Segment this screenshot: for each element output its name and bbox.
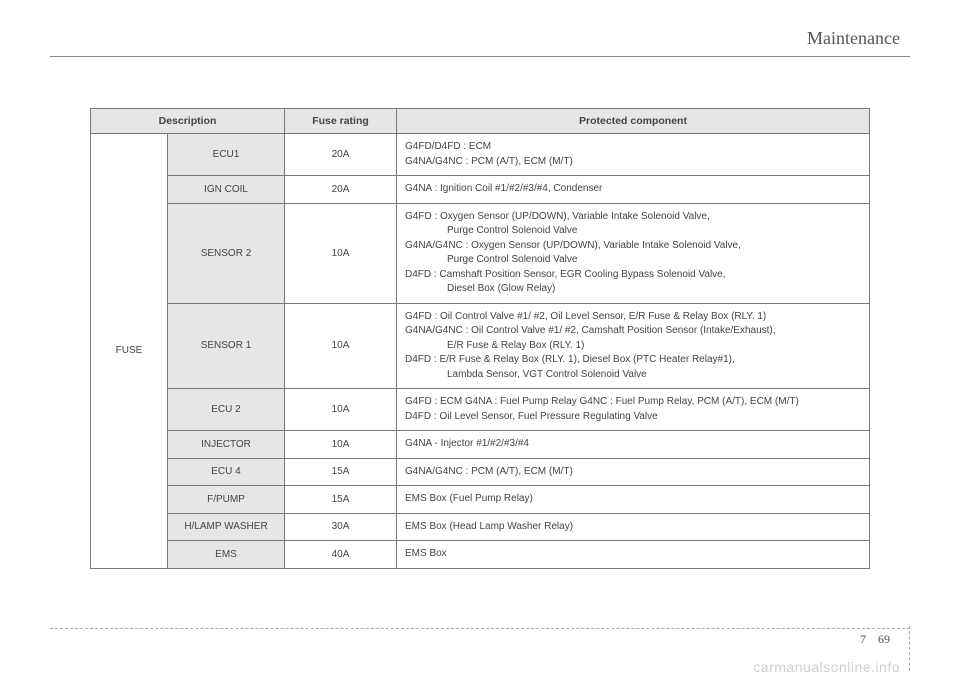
footer-vline	[909, 626, 910, 671]
col-protected-component: Protected component	[397, 109, 870, 134]
page-page-number: 69	[872, 632, 900, 647]
table-row: ECU 415AG4NA/G4NC : PCM (A/T), ECM (M/T)	[91, 458, 870, 486]
fuse-rating-cell: 40A	[285, 541, 397, 569]
protected-component-cell: EMS Box (Head Lamp Washer Relay)	[397, 513, 870, 541]
description-cell: IGN COIL	[168, 176, 285, 204]
page: Maintenance Description Fuse rating Prot…	[0, 0, 960, 689]
protected-component-cell: G4FD : Oil Control Valve #1/ #2, Oil Lev…	[397, 303, 870, 389]
table-row: INJECTOR10AG4NA - Injector #1/#2/#3/#4	[91, 431, 870, 459]
fuse-rating-cell: 15A	[285, 458, 397, 486]
table-row: SENSOR 110AG4FD : Oil Control Valve #1/ …	[91, 303, 870, 389]
description-cell: ECU 2	[168, 389, 285, 431]
table-row: SENSOR 210AG4FD : Oxygen Sensor (UP/DOWN…	[91, 203, 870, 303]
header-rule	[50, 56, 910, 57]
protected-component-cell: G4NA/G4NC : PCM (A/T), ECM (M/T)	[397, 458, 870, 486]
fuse-rating-cell: 20A	[285, 134, 397, 176]
fuse-table: Description Fuse rating Protected compon…	[90, 108, 870, 569]
protected-component-cell: G4FD : ECM G4NA : Fuel Pump Relay G4NC :…	[397, 389, 870, 431]
page-number: 769	[848, 632, 900, 647]
protected-component-cell: G4NA - Injector #1/#2/#3/#4	[397, 431, 870, 459]
table-row: EMS40AEMS Box	[91, 541, 870, 569]
table-row: H/LAMP WASHER30AEMS Box (Head Lamp Washe…	[91, 513, 870, 541]
fuse-rating-cell: 15A	[285, 486, 397, 514]
fuse-rating-cell: 20A	[285, 176, 397, 204]
description-cell: INJECTOR	[168, 431, 285, 459]
footer-rule	[50, 628, 910, 649]
description-cell: SENSOR 2	[168, 203, 285, 303]
fuse-rating-cell: 30A	[285, 513, 397, 541]
table-row: ECU 210AG4FD : ECM G4NA : Fuel Pump Rela…	[91, 389, 870, 431]
protected-component-cell: G4FD/D4FD : ECMG4NA/G4NC : PCM (A/T), EC…	[397, 134, 870, 176]
description-cell: F/PUMP	[168, 486, 285, 514]
table-row: FUSEECU120AG4FD/D4FD : ECMG4NA/G4NC : PC…	[91, 134, 870, 176]
col-description: Description	[91, 109, 285, 134]
description-cell: ECU1	[168, 134, 285, 176]
protected-component-cell: EMS Box	[397, 541, 870, 569]
description-cell: SENSOR 1	[168, 303, 285, 389]
table-row: F/PUMP15AEMS Box (Fuel Pump Relay)	[91, 486, 870, 514]
table-row: IGN COIL20AG4NA : Ignition Coil #1/#2/#3…	[91, 176, 870, 204]
protected-component-cell: G4FD : Oxygen Sensor (UP/DOWN), Variable…	[397, 203, 870, 303]
table-header-row: Description Fuse rating Protected compon…	[91, 109, 870, 134]
fuse-rating-cell: 10A	[285, 203, 397, 303]
description-cell: ECU 4	[168, 458, 285, 486]
col-fuse-rating: Fuse rating	[285, 109, 397, 134]
header-section-title: Maintenance	[807, 28, 900, 49]
watermark: carmanualsonline.info	[753, 659, 900, 675]
protected-component-cell: G4NA : Ignition Coil #1/#2/#3/#4, Conden…	[397, 176, 870, 204]
protected-component-cell: EMS Box (Fuel Pump Relay)	[397, 486, 870, 514]
description-cell: H/LAMP WASHER	[168, 513, 285, 541]
fuse-table-wrap: Description Fuse rating Protected compon…	[90, 108, 870, 569]
category-cell: FUSE	[91, 134, 168, 569]
fuse-rating-cell: 10A	[285, 389, 397, 431]
fuse-rating-cell: 10A	[285, 431, 397, 459]
fuse-rating-cell: 10A	[285, 303, 397, 389]
description-cell: EMS	[168, 541, 285, 569]
page-section-number: 7	[848, 632, 872, 647]
